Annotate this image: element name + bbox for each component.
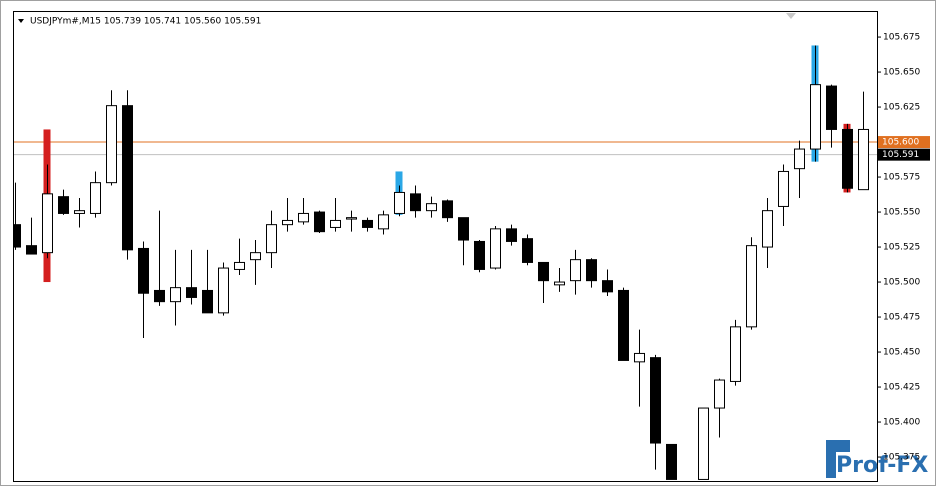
y-tick-label: 105.625 (883, 103, 920, 113)
price-label: 105.591 (882, 150, 919, 160)
candle-body (266, 224, 277, 254)
candle-body (666, 443, 677, 480)
y-tick-label: 105.425 (883, 383, 920, 393)
candle-body (42, 193, 53, 254)
candle-body (186, 287, 197, 298)
candle-body (58, 196, 69, 214)
candle-body (522, 238, 533, 263)
candle-body (122, 105, 133, 251)
candle-body (298, 212, 309, 223)
y-tick-label: 105.500 (883, 278, 920, 288)
candle-body (282, 219, 293, 226)
candle-body (698, 407, 709, 480)
y-tick-label: 105.525 (883, 243, 920, 253)
candle-body (378, 214, 389, 230)
candle-body (314, 211, 325, 233)
candle-body (634, 352, 645, 363)
candle-body (810, 84, 821, 150)
candle-body (794, 148, 805, 170)
candle-body (74, 210, 85, 214)
candle-body (458, 217, 469, 241)
candle-body (474, 240, 485, 270)
watermark-logo: Prof-FX (826, 440, 928, 478)
candle-body (330, 219, 341, 228)
candle-body (602, 280, 613, 293)
candle-body (442, 200, 453, 219)
y-tick-label: 105.450 (883, 348, 920, 358)
candle-body (170, 287, 181, 303)
y-tick-label: 105.400 (883, 418, 920, 428)
candle-body (490, 228, 501, 269)
y-tick-label: 105.575 (883, 173, 920, 183)
candle-body (426, 203, 437, 212)
candle-body (538, 261, 549, 282)
candle-body (650, 357, 661, 444)
shift-marker (786, 13, 796, 19)
candle-body (202, 289, 213, 314)
candle-body (730, 326, 741, 382)
y-tick-label: 105.475 (883, 313, 920, 323)
plot-area (13, 11, 878, 482)
y-tick-label: 105.675 (883, 33, 920, 43)
menu-arrow (18, 19, 24, 23)
candle-body (826, 85, 837, 130)
candle-body (746, 245, 757, 328)
candle-body (554, 281, 565, 286)
candle-body (362, 219, 373, 228)
candle-body (218, 267, 229, 314)
candle-body (410, 193, 421, 212)
header: USDJPYm#,M15 105.739 105.741 105.560 105… (30, 17, 261, 27)
y-tick-label: 105.650 (883, 68, 920, 78)
candle-body (714, 379, 725, 409)
watermark: Prof-FX (836, 453, 928, 478)
candle-body (106, 105, 117, 184)
y-tick-label: 105.550 (883, 208, 920, 218)
candle-body (234, 261, 245, 270)
candle-body (586, 259, 597, 282)
candle-body (14, 224, 21, 248)
candle-body (26, 245, 37, 255)
candle-body (858, 128, 869, 191)
candle-body (346, 217, 357, 220)
candle-body (154, 289, 165, 303)
candle-body (570, 259, 581, 282)
price-label: 105.600 (882, 138, 919, 148)
candle-body (394, 191, 405, 214)
candle-body (778, 170, 789, 207)
y-tick-label: 105.375 (883, 453, 920, 463)
plot (14, 45, 877, 480)
candle-body (250, 252, 261, 261)
candle-body (618, 289, 629, 361)
candle-body (138, 247, 149, 294)
price-label-box (878, 148, 930, 161)
candle-body (90, 182, 101, 214)
price-label-box (878, 136, 930, 149)
candle-body (762, 210, 773, 248)
candle-body (506, 228, 517, 242)
candle-body (842, 128, 853, 189)
